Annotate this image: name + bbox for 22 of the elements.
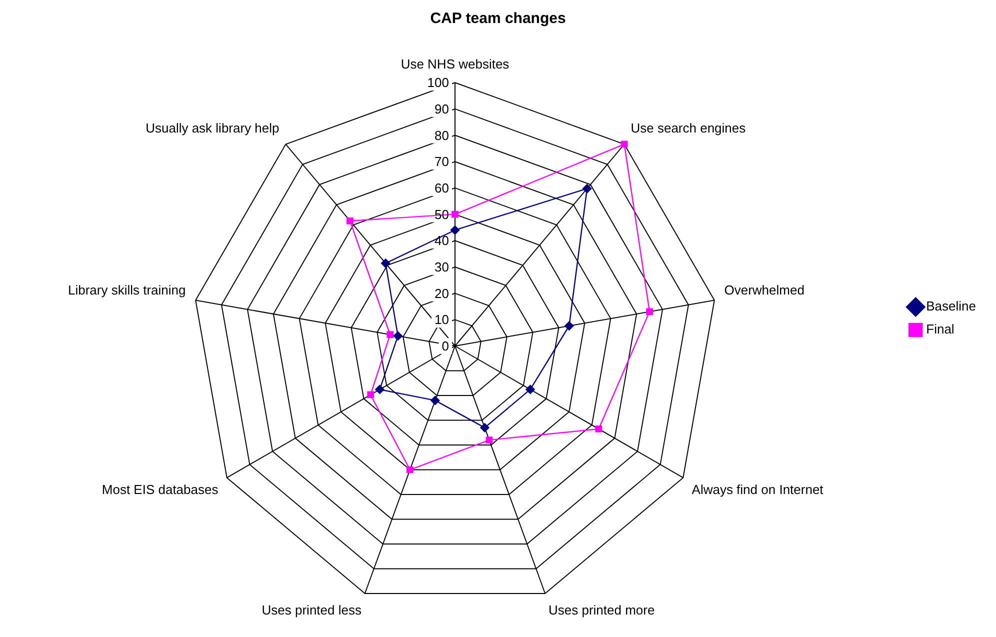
legend-label: Final xyxy=(926,322,954,337)
y-tick-label: 100 xyxy=(427,75,449,90)
spoke-label: Use search engines xyxy=(630,120,746,136)
y-tick-label: 10 xyxy=(434,312,449,328)
spoke-label: Most EIS databases xyxy=(102,482,219,498)
spoke-label: Uses printed more xyxy=(548,602,655,618)
chart-title: CAP team changes xyxy=(430,10,566,28)
y-tick-label: 80 xyxy=(434,128,449,143)
spoke-label: Usually ask library help xyxy=(146,120,280,136)
y-tick-label: 90 xyxy=(434,102,449,117)
legend-label: Baseline xyxy=(926,298,976,314)
y-tick-label: 30 xyxy=(434,260,449,275)
y-tick-label: 40 xyxy=(434,233,449,248)
spoke-label: Uses printed less xyxy=(262,602,362,618)
spoke-label: Use NHS websites xyxy=(400,56,510,72)
y-tick-label: 0 xyxy=(442,338,449,354)
y-tick-label: 70 xyxy=(434,154,449,170)
spoke-label: Overwhelmed xyxy=(724,282,804,298)
spoke-label: Library skills training xyxy=(68,282,186,298)
y-tick-label: 60 xyxy=(434,180,449,196)
spoke-label: Always find on Internet xyxy=(692,482,824,498)
y-tick-label: 20 xyxy=(434,286,449,301)
